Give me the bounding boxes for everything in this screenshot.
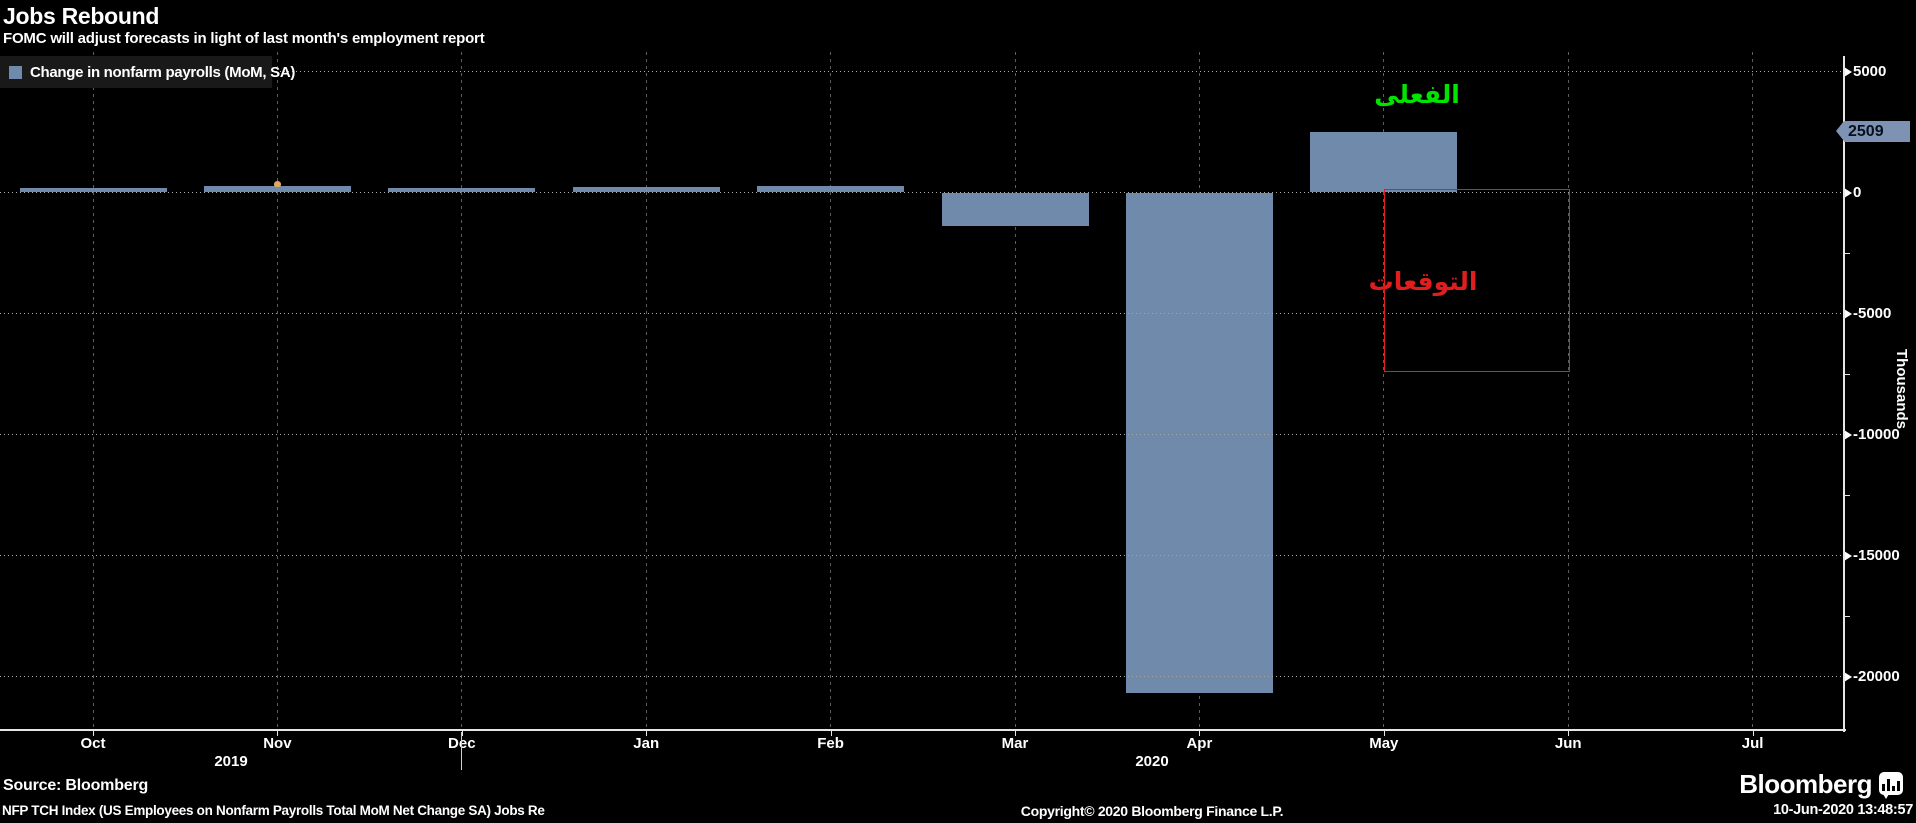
legend-label: Change in nonfarm payrolls (MoM, SA) <box>30 63 296 81</box>
y-gridline <box>0 555 1843 556</box>
y-gridline <box>0 192 1843 193</box>
x-axis-tick <box>277 731 279 736</box>
chart-title: Jobs Rebound <box>3 3 160 29</box>
x-axis-month-label: Jun <box>1554 735 1582 752</box>
y-gridline <box>0 434 1843 435</box>
x-axis-month-label: Oct <box>80 735 106 752</box>
y-axis-tick-label: -15000 <box>1853 546 1900 564</box>
y-gridline <box>0 71 1843 72</box>
x-axis-line <box>0 729 1846 731</box>
forecast-annotation: التوقعات <box>1368 267 1478 296</box>
x-axis-month-label: Feb <box>817 735 844 752</box>
month-gridline <box>1014 52 1016 730</box>
bloomberg-logo: Bloomberg <box>1739 769 1872 799</box>
bar-feb-2020[interactable] <box>757 186 905 193</box>
current-value-badge: 2509 <box>1836 121 1910 142</box>
y-axis-tick-arrow-icon <box>1844 66 1852 77</box>
y-axis-tick-label: -5000 <box>1853 304 1892 322</box>
x-axis-month-label: May <box>1369 735 1399 752</box>
bar-nov-2019[interactable] <box>203 186 351 193</box>
event-marker-icon <box>273 181 281 188</box>
bar-oct-2019[interactable] <box>19 188 167 193</box>
x-axis-year-label: 2019 <box>214 753 248 770</box>
legend[interactable]: Change in nonfarm payrolls (MoM, SA) <box>0 56 295 88</box>
actual-annotation: الفعلى <box>1374 80 1460 109</box>
bar-jan-2020[interactable] <box>572 187 720 193</box>
timestamp-label: 10-Jun-2020 13:48:57 <box>1773 802 1913 818</box>
bloomberg-logo-icon <box>1879 772 1903 799</box>
y-axis-minor-tick <box>1843 616 1850 617</box>
y-axis-tick-arrow-icon <box>1844 187 1852 198</box>
x-axis-tick <box>1383 731 1385 736</box>
source-label: Source: Bloomberg <box>3 777 149 794</box>
x-axis-tick <box>1015 731 1016 736</box>
x-axis-tick <box>461 731 463 736</box>
x-axis-tick <box>1568 731 1570 736</box>
month-gridline <box>830 52 832 730</box>
chart-subtitle: FOMC will adjust forecasts in light of l… <box>3 30 485 47</box>
bar-mar-2020[interactable] <box>941 192 1089 226</box>
x-axis-tick <box>830 731 832 736</box>
legend-swatch-icon <box>9 65 22 79</box>
month-gridline <box>1383 52 1385 730</box>
bar-apr-2020[interactable] <box>1125 192 1273 694</box>
x-axis-month-label: Apr <box>1186 735 1213 752</box>
y-axis-tick-arrow-icon <box>1844 671 1852 682</box>
y-axis-tick-arrow-icon <box>1844 550 1852 561</box>
copyright-label: Copyright© 2020 Bloomberg Finance L.P. <box>1020 803 1284 819</box>
x-axis-tick <box>646 731 648 736</box>
y-axis-minor-tick <box>1843 253 1850 254</box>
x-axis-tick <box>93 731 94 736</box>
x-axis-month-label: Nov <box>263 735 292 752</box>
x-axis-tick <box>1199 731 1201 736</box>
bar-dec-2019[interactable] <box>388 188 536 193</box>
ticker-description: NFP TCH Index (US Employees on Nonfarm P… <box>2 803 545 818</box>
month-gridline <box>645 52 647 730</box>
month-gridline <box>1567 52 1569 730</box>
y-axis-tick-label: -20000 <box>1853 667 1900 685</box>
month-gridline <box>1752 52 1754 730</box>
year-separator <box>461 732 462 770</box>
y-axis-line <box>1843 56 1845 732</box>
month-gridline <box>276 52 278 730</box>
y-gridline <box>0 313 1843 314</box>
bar-may-2020[interactable] <box>1310 131 1458 193</box>
y-axis-minor-tick <box>1843 495 1850 496</box>
x-axis-year-label: 2020 <box>1135 753 1169 770</box>
y-axis-minor-tick <box>1843 374 1850 375</box>
y-axis-tick-label: 0 <box>1853 183 1862 201</box>
x-axis-month-label: Mar <box>1001 735 1029 752</box>
x-axis-tick <box>1752 731 1754 736</box>
forecast-range-box <box>1383 188 1571 373</box>
y-axis-tick-label: -10000 <box>1853 425 1900 443</box>
y-axis-tick-label: 5000 <box>1853 62 1887 80</box>
y-axis-tick-arrow-icon <box>1844 308 1852 319</box>
x-axis-month-label: Jan <box>633 735 660 752</box>
month-gridline <box>461 52 463 730</box>
y-gridline <box>0 676 1843 677</box>
y-axis-tick-arrow-icon <box>1844 429 1852 440</box>
month-gridline <box>92 52 94 730</box>
x-axis-month-label: Jul <box>1741 735 1764 752</box>
y-axis-unit-label: Thousands <box>1893 349 1910 430</box>
